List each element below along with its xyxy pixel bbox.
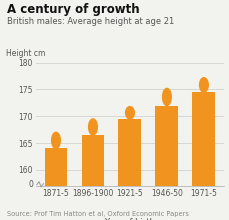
Text: Source: Prof Tim Hatton et al, Oxford Economic Papers: Source: Prof Tim Hatton et al, Oxford Ec… <box>7 211 188 217</box>
Ellipse shape <box>88 119 97 135</box>
Bar <box>81 135 104 186</box>
Text: Year of birth: Year of birth <box>104 218 155 220</box>
Ellipse shape <box>162 88 171 106</box>
Text: Height cm: Height cm <box>6 49 46 58</box>
Text: A century of growth: A century of growth <box>7 3 139 16</box>
Bar <box>155 106 178 186</box>
Ellipse shape <box>51 132 60 148</box>
Ellipse shape <box>125 107 134 119</box>
Bar <box>44 148 67 186</box>
Text: 0: 0 <box>28 180 33 189</box>
Ellipse shape <box>199 78 207 92</box>
Text: British males: Average height at age 21: British males: Average height at age 21 <box>7 16 173 26</box>
Bar <box>118 119 141 186</box>
Bar <box>192 92 214 186</box>
